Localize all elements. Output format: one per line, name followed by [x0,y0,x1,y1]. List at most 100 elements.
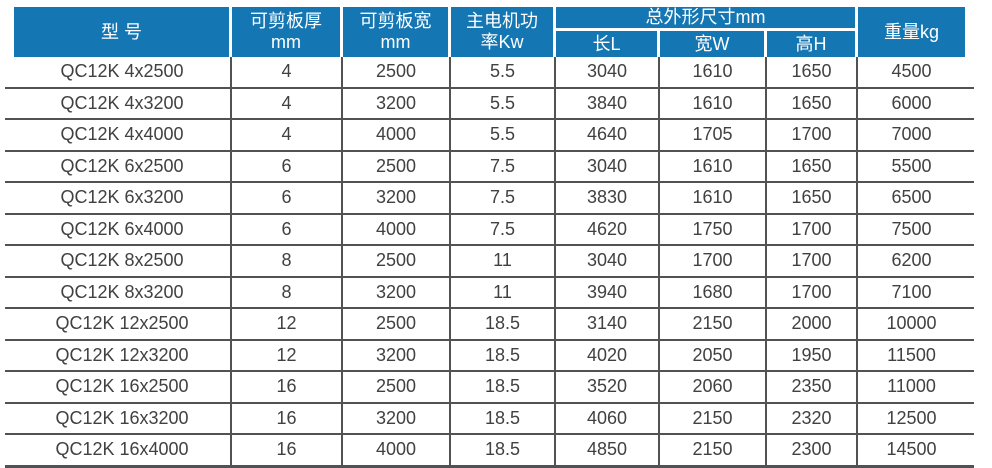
cell-value: 7.5 [451,183,556,213]
cell-value: 12500 [886,407,937,428]
cell-value: 3200 [343,340,451,370]
header-power: 主电机功 率Kw [451,7,556,57]
cell-value: 5500 [891,155,932,176]
cell-value: 2150 [660,309,767,339]
cell-model: QC12K 12x2500 [14,309,232,339]
table-row: QC12K 16x4000 16 4000 18.5 4850 2150 2300 14500 [5,435,974,468]
cell-value: 6500 [891,187,932,208]
table-row: QC12K 8x3200 8 3200 11 3940 1680 1700 7100 [5,277,974,309]
cell-value: 8 [232,277,343,307]
header-cut-width: 可剪板宽 mm [343,7,451,57]
cell-value: 11000 [887,376,936,397]
cell-value: 6 [232,214,343,244]
cell-value: 16 [232,372,343,402]
cell-value: 7500 [891,218,932,239]
header-dimensions-group: 总外形尺寸mm 长L 宽W 高H [556,7,858,57]
cell-value: 4620 [556,214,660,244]
table-row: QC12K 8x2500 8 2500 11 3040 1700 1700 6200 [5,246,974,278]
cell-value: 1650 [767,183,858,213]
cell-value: 3040 [556,151,660,181]
cell-value: 5.5 [451,57,556,87]
cell-value: 7100 [891,281,932,302]
cell-model: QC12K 6x3200 [14,183,232,213]
header-model: 型 号 [14,7,232,57]
cell-value: 3200 [343,277,451,307]
cell-value: 1650 [767,151,858,181]
cell-model: QC12K 16x3200 [14,403,232,433]
cell-value: 3040 [556,246,660,276]
cell-value: 4000 [343,214,451,244]
header-thickness: 可剪板厚 mm [232,7,343,57]
cell-value: 1700 [767,277,858,307]
cell-value: 4020 [556,340,660,370]
cell-value: 2150 [660,403,767,433]
cell-value: 2500 [343,309,451,339]
cell-model: QC12K 4x4000 [14,120,232,150]
cell-value: 7000 [891,124,932,145]
cell-value: 1700 [767,214,858,244]
cell-value: 3200 [343,403,451,433]
cell-value: 11 [451,277,556,307]
spec-table: 型 号 可剪板厚 mm 可剪板宽 mm 主电机功 率Kw 总外形尺寸mm 长L … [5,7,974,468]
cell-value: 7.5 [451,151,556,181]
cell-value: 2500 [343,57,451,87]
cell-value: 2500 [343,246,451,276]
cell-model: QC12K 16x2500 [14,372,232,402]
cell-value: 4060 [556,403,660,433]
cell-value: 4 [232,120,343,150]
cell-value: 6 [232,183,343,213]
cell-value: 1610 [660,57,767,87]
cell-value: 18.5 [451,372,556,402]
cell-value: 3940 [556,277,660,307]
table-row: QC12K 12x3200 12 3200 18.5 4020 2050 1950 11500 [5,340,974,372]
cell-value: 3040 [556,57,660,87]
cell-value: 6200 [891,250,932,271]
cell-value: 2500 [343,372,451,402]
header-power-line1: 主电机功 [466,11,538,32]
cell-value: 1700 [767,246,858,276]
header-weight: 重量kg [858,7,965,57]
cell-value: 3840 [556,88,660,118]
cell-value: 1610 [660,88,767,118]
cell-value: 7.5 [451,214,556,244]
cell-value: 3200 [343,88,451,118]
cell-value: 1700 [767,120,858,150]
header-model-label: 型 号 [100,21,142,42]
table-body: QC12K 4x2500 4 2500 5.5 3040 1610 1650 4500 QC12… [5,57,974,468]
table-row: QC12K 4x4000 4 4000 5.5 4640 1705 1700 7000 [5,120,974,152]
table-row: QC12K 16x3200 16 3200 18.5 4060 2150 2320 12500 [5,403,974,435]
header-cut-width-line1: 可剪板宽 [359,11,432,32]
table-row: QC12K 4x2500 4 2500 5.5 3040 1610 1650 4500 [5,57,974,89]
cell-value: 6 [232,151,343,181]
cell-value: 3520 [556,372,660,402]
cell-value: 6000 [891,92,932,113]
cell-value: 4 [232,88,343,118]
cell-value: 1650 [767,88,858,118]
cell-value: 8 [232,246,343,276]
cell-value: 4 [232,57,343,87]
cell-value: 2350 [767,372,858,402]
cell-value: 1705 [660,120,767,150]
cell-value: 11500 [887,344,936,365]
spec-sheet-page: 型 号 可剪板厚 mm 可剪板宽 mm 主电机功 率Kw 总外形尺寸mm 长L … [5,7,974,468]
cell-value: 1700 [660,246,767,276]
cell-value: 18.5 [451,309,556,339]
header-width: 宽W [660,30,767,57]
cell-value: 16 [232,403,343,433]
table-row: QC12K 12x2500 12 2500 18.5 3140 2150 2000 10000 [5,309,974,341]
header-thickness-line2: mm [271,32,301,52]
cell-value: 4000 [343,120,451,150]
cell-value: 12 [232,340,343,370]
table-row: QC12K 6x3200 6 3200 7.5 3830 1610 1650 6500 [5,183,974,215]
cell-value: 1650 [767,57,858,87]
cell-model: QC12K 6x4000 [14,214,232,244]
cell-model: QC12K 8x2500 [14,246,232,276]
cell-model: QC12K 12x3200 [14,340,232,370]
cell-model: QC12K 4x3200 [14,88,232,118]
cell-value: 1750 [660,214,767,244]
cell-value: 18.5 [451,340,556,370]
header-dimensions-subrow: 长L 宽W 高H [556,30,855,57]
cell-value: 12 [232,309,343,339]
cell-value: 2050 [660,340,767,370]
cell-value: 11 [451,246,556,276]
